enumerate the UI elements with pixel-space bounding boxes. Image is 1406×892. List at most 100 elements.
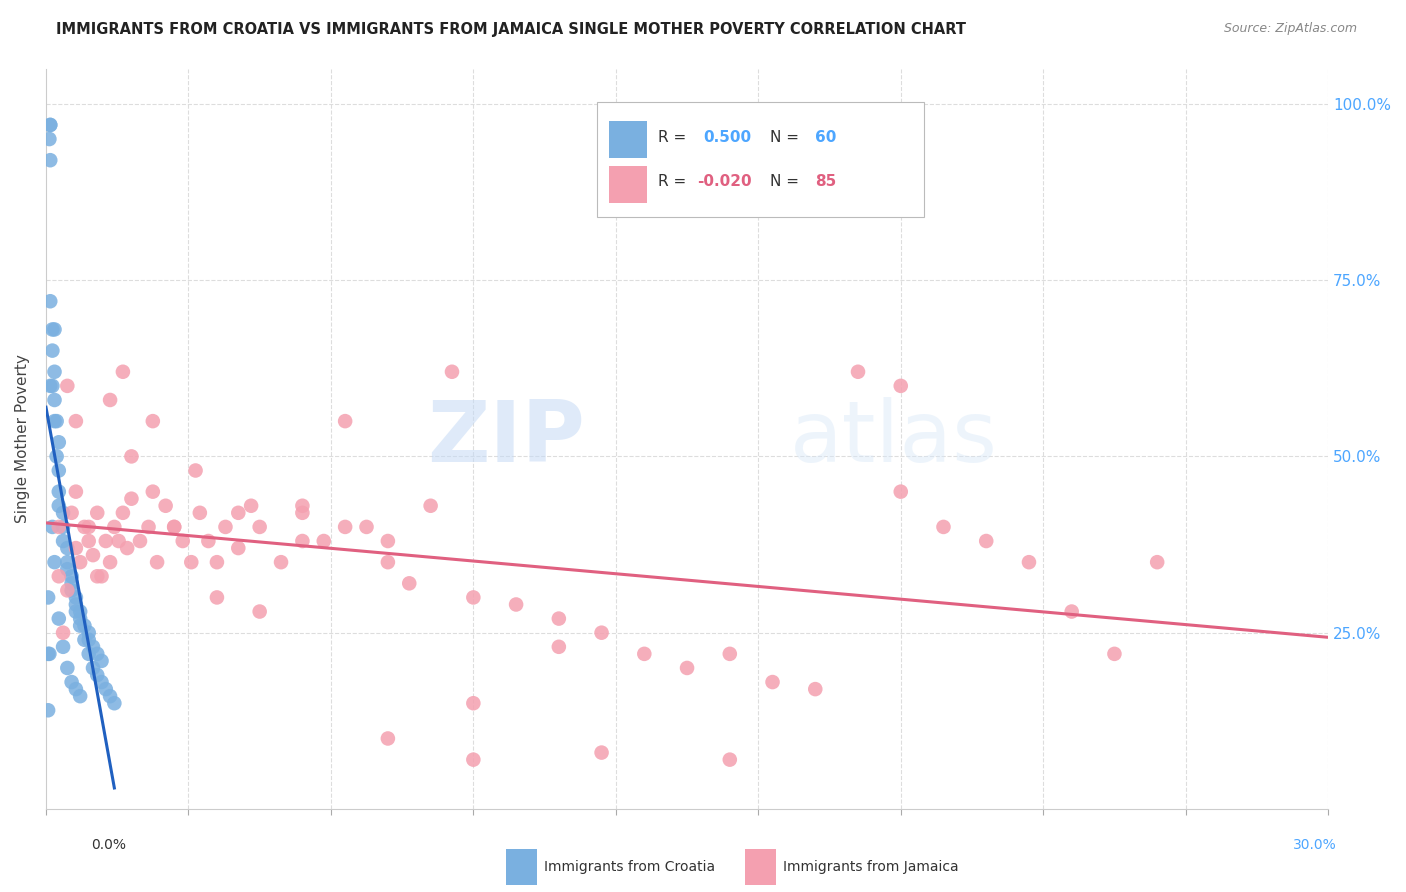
Text: Immigrants from Jamaica: Immigrants from Jamaica — [783, 860, 959, 874]
Point — [48, 484, 70, 499]
Point — [890, 379, 912, 393]
Point — [41, 322, 63, 336]
Point — [249, 520, 271, 534]
Point — [205, 555, 228, 569]
Point — [240, 499, 263, 513]
Text: 60: 60 — [815, 130, 837, 145]
Point — [111, 365, 134, 379]
Point — [291, 506, 314, 520]
Y-axis label: Single Mother Poverty: Single Mother Poverty — [15, 354, 30, 524]
Point — [82, 661, 104, 675]
Point — [249, 605, 271, 619]
Point — [44, 322, 66, 336]
Point — [56, 541, 79, 555]
Point — [115, 541, 138, 555]
Point — [38, 132, 60, 146]
Point — [974, 534, 997, 549]
Point — [188, 506, 211, 520]
Point — [52, 640, 75, 654]
Point — [69, 605, 91, 619]
Point — [205, 591, 228, 605]
Point — [39, 153, 62, 168]
Bar — [609, 166, 647, 202]
Point — [77, 625, 100, 640]
Point — [56, 379, 79, 393]
Text: -0.020: -0.020 — [697, 174, 752, 189]
Point — [52, 625, 75, 640]
Point — [77, 534, 100, 549]
Point — [48, 611, 70, 625]
Point — [932, 520, 955, 534]
Point — [103, 696, 125, 710]
Point — [82, 548, 104, 562]
Text: N =: N = — [770, 130, 804, 145]
Point — [107, 534, 129, 549]
Point — [333, 414, 356, 428]
Point — [184, 463, 207, 477]
Point — [718, 753, 741, 767]
Point — [1060, 605, 1083, 619]
Point — [312, 534, 335, 549]
Point — [804, 682, 827, 697]
Point — [94, 534, 117, 549]
Point — [90, 569, 112, 583]
Point — [69, 611, 91, 625]
Point — [77, 632, 100, 647]
Point — [44, 414, 66, 428]
Point — [591, 746, 613, 760]
Point — [65, 414, 87, 428]
Point — [65, 605, 87, 619]
Point — [463, 591, 485, 605]
Point — [138, 520, 160, 534]
Point — [65, 541, 87, 555]
Point — [98, 392, 121, 407]
Point — [37, 647, 59, 661]
Point — [56, 562, 79, 576]
Point — [111, 506, 134, 520]
Point — [98, 689, 121, 703]
Point — [48, 520, 70, 534]
Point — [45, 414, 67, 428]
Point — [1018, 555, 1040, 569]
Text: 85: 85 — [815, 174, 837, 189]
Point — [180, 555, 202, 569]
Point — [633, 647, 655, 661]
Point — [94, 682, 117, 697]
Point — [86, 569, 108, 583]
Point — [146, 555, 169, 569]
Point — [419, 499, 441, 513]
Point — [52, 520, 75, 534]
Text: ZIP: ZIP — [427, 397, 585, 480]
Text: atlas: atlas — [790, 397, 998, 480]
Point — [163, 520, 186, 534]
Point — [270, 555, 292, 569]
Point — [547, 611, 569, 625]
Point — [718, 647, 741, 661]
Point — [505, 598, 527, 612]
Point — [37, 703, 59, 717]
Point — [142, 484, 165, 499]
Point — [69, 689, 91, 703]
Point — [60, 576, 83, 591]
Point — [45, 450, 67, 464]
Point — [60, 675, 83, 690]
Text: 0.500: 0.500 — [704, 130, 752, 145]
Point — [52, 506, 75, 520]
Point — [333, 520, 356, 534]
Point — [65, 598, 87, 612]
Point — [39, 118, 62, 132]
Text: N =: N = — [770, 174, 804, 189]
Point — [48, 435, 70, 450]
Point — [155, 499, 177, 513]
Point — [463, 753, 485, 767]
Point — [356, 520, 378, 534]
Point — [69, 618, 91, 632]
Point — [77, 647, 100, 661]
Point — [52, 534, 75, 549]
Point — [44, 555, 66, 569]
Point — [86, 647, 108, 661]
Point — [39, 379, 62, 393]
Point — [60, 583, 83, 598]
Text: R =: R = — [658, 130, 690, 145]
Point — [129, 534, 152, 549]
